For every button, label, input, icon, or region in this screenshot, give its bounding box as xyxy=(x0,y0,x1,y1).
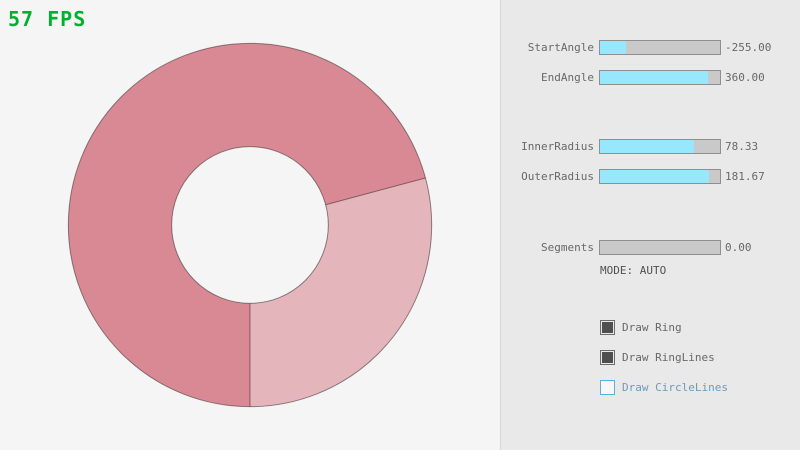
slider-row-innerradius: InnerRadius 78.33 xyxy=(0,139,800,154)
startangle-slider[interactable] xyxy=(599,40,721,55)
ring-canvas xyxy=(67,42,433,408)
endangle-slider-fill xyxy=(600,71,708,84)
mode-label: MODE: AUTO xyxy=(600,264,667,277)
outerradius-slider-fill xyxy=(600,170,709,183)
ring-outline-inner xyxy=(171,146,329,304)
fps-counter: 57 FPS xyxy=(8,7,87,31)
draw-ringlines-checkbox[interactable] xyxy=(600,350,615,365)
checkbox-row-draw-circlelines: Draw CircleLines xyxy=(0,380,800,395)
segments-slider[interactable] xyxy=(599,240,721,255)
checkbox-row-draw-ringlines: Draw RingLines xyxy=(0,350,800,365)
slider-row-endangle: EndAngle 360.00 xyxy=(0,70,800,85)
draw-ring-checkbox[interactable] xyxy=(600,320,615,335)
segments-label: Segments xyxy=(541,241,594,254)
draw-circlelines-checkbox[interactable] xyxy=(600,380,615,395)
innerradius-value: 78.33 xyxy=(725,140,759,153)
slider-row-segments: Segments 0.00 xyxy=(0,240,800,255)
draw-ringlines-label: Draw RingLines xyxy=(622,351,715,364)
checkbox-row-draw-ring: Draw Ring xyxy=(0,320,800,335)
startangle-label: StartAngle xyxy=(527,41,594,54)
innerradius-slider-fill xyxy=(600,140,694,153)
innerradius-slider[interactable] xyxy=(599,139,721,154)
innerradius-label: InnerRadius xyxy=(521,140,594,153)
outerradius-slider[interactable] xyxy=(599,169,721,184)
outerradius-value: 181.67 xyxy=(725,170,765,183)
ring-fill-light xyxy=(250,177,432,407)
segments-value: 0.00 xyxy=(725,241,752,254)
draw-ring-label: Draw Ring xyxy=(622,321,682,334)
slider-row-startangle: StartAngle -255.00 xyxy=(0,40,800,55)
startangle-value: -255.00 xyxy=(725,41,772,54)
endangle-label: EndAngle xyxy=(541,71,594,84)
endangle-value: 360.00 xyxy=(725,71,765,84)
endangle-slider[interactable] xyxy=(599,70,721,85)
slider-row-outerradius: OuterRadius 181.67 xyxy=(0,169,800,184)
draw-circlelines-label: Draw CircleLines xyxy=(622,381,728,394)
outerradius-label: OuterRadius xyxy=(521,170,594,183)
ring-edge-line-start xyxy=(325,177,426,206)
startangle-slider-fill xyxy=(600,41,627,54)
ring-outline-outer xyxy=(67,42,433,408)
